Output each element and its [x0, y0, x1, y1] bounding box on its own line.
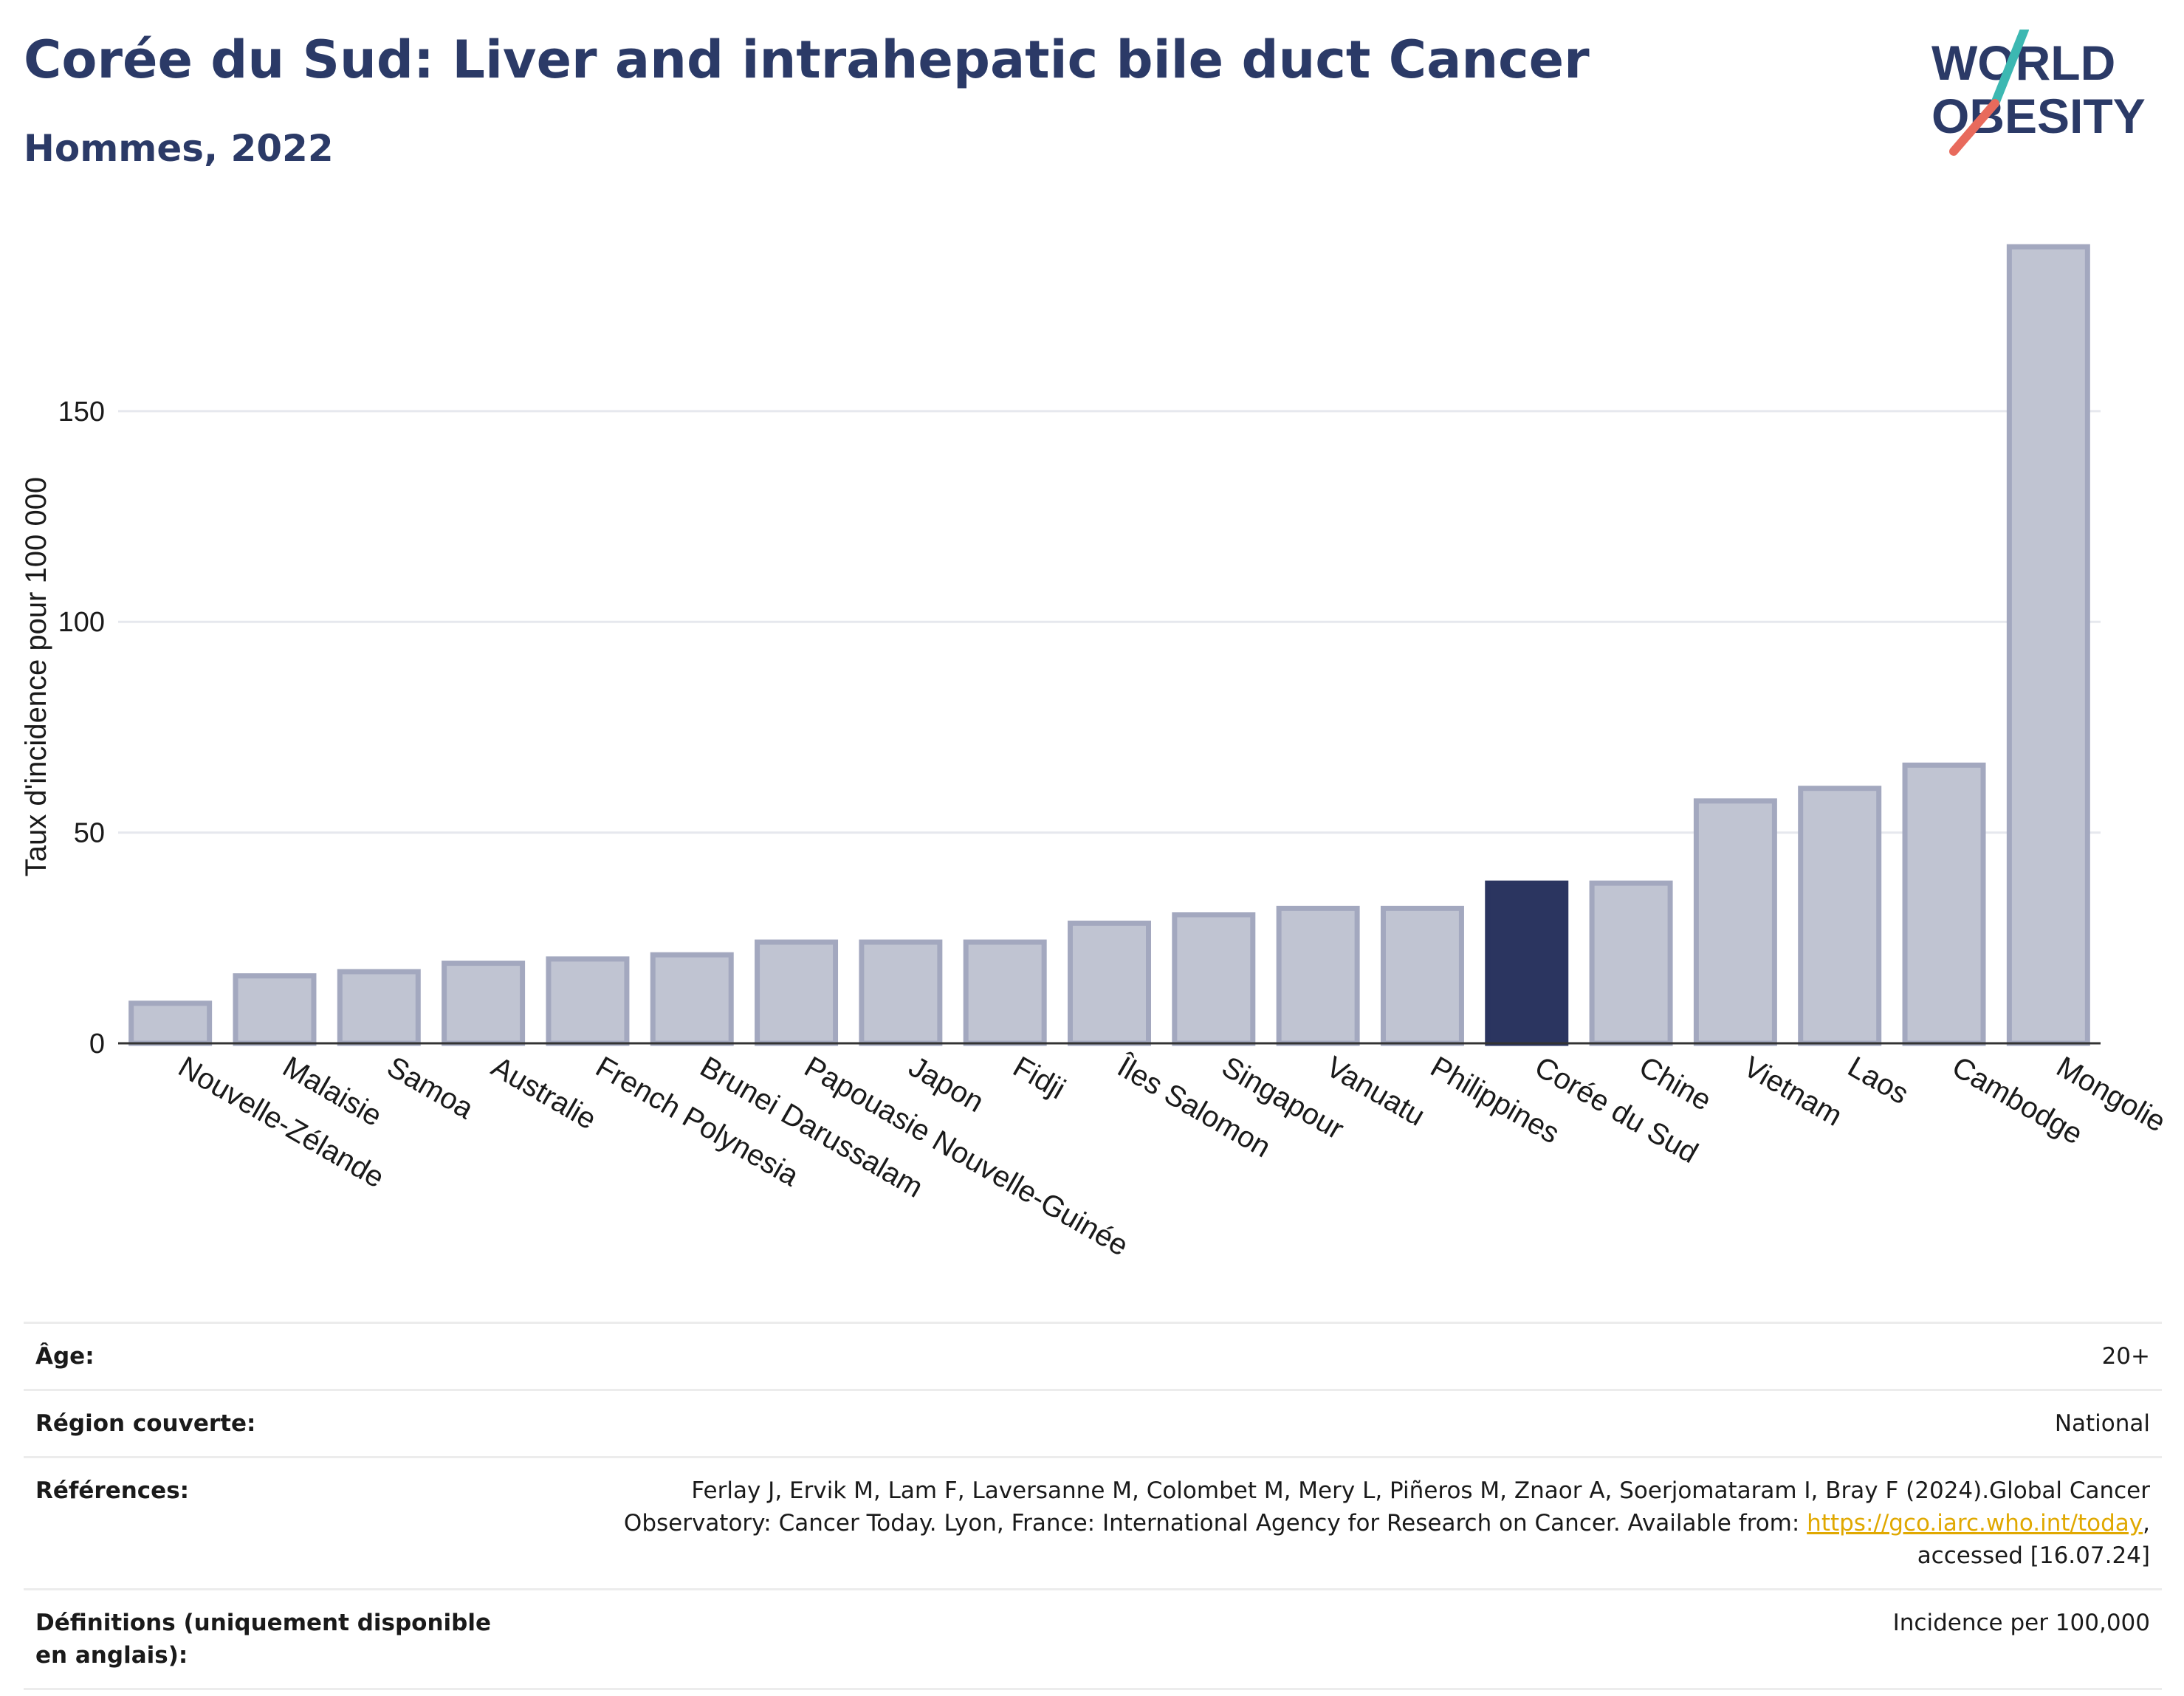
- bar-11[interactable]: [1276, 905, 1360, 1046]
- bar-5[interactable]: [650, 952, 734, 1046]
- y-tick-label: 50: [74, 818, 105, 849]
- bar-4[interactable]: [546, 956, 630, 1046]
- bar-layer: [128, 244, 2090, 1046]
- references-label: Références:: [35, 1477, 190, 1504]
- y-tick-label: 150: [58, 396, 105, 428]
- age-value: 20+: [2101, 1343, 2150, 1370]
- bar-6[interactable]: [755, 939, 839, 1046]
- references-text-4: accessed [16.07.24]: [1917, 1542, 2150, 1569]
- definitions-value: Incidence per 100,000: [1892, 1610, 2150, 1636]
- bar-18[interactable]: [2006, 244, 2090, 1046]
- definitions-label: Définitions (uniquement disponible en an…: [35, 1610, 492, 1669]
- bar-9[interactable]: [1068, 920, 1151, 1046]
- x-tick-label: Fidji: [1008, 1051, 1071, 1106]
- bar-15[interactable]: [1693, 798, 1777, 1046]
- world-obesity-logo: WORLD OBESITY: [1931, 30, 2146, 156]
- logo-text-world: WORLD: [1931, 35, 2115, 90]
- meta-row-references: Références: Ferlay J, Ervik M, Lam F, La…: [24, 1458, 2162, 1590]
- references-value: Ferlay J, Ervik M, Lam F, Laversanne M, …: [523, 1474, 2150, 1572]
- bar-10[interactable]: [1172, 912, 1256, 1046]
- bar-3[interactable]: [442, 961, 526, 1046]
- x-tick-label: Vietnam: [1738, 1051, 1847, 1133]
- age-label: Âge:: [35, 1343, 95, 1370]
- x-tick-label: Australie: [486, 1051, 602, 1136]
- bar-0[interactable]: [128, 1000, 213, 1046]
- logo-slash-coral: [1949, 99, 1999, 156]
- bar-2[interactable]: [337, 969, 421, 1046]
- logo-slash-teal: [1991, 30, 2029, 108]
- references-text-2: Observatory: Cancer Today. Lyon, France:…: [623, 1510, 1807, 1537]
- references-link[interactable]: https://gco.iarc.who.int/today: [1807, 1510, 2143, 1537]
- bar-13[interactable]: [1485, 880, 1569, 1046]
- region-value: National: [2054, 1410, 2150, 1437]
- bar-7[interactable]: [859, 939, 943, 1046]
- x-tick-label: Laos: [1842, 1051, 1914, 1110]
- axis-layer: 0 50 100 150: [58, 396, 2101, 1060]
- bar-14[interactable]: [1589, 880, 1673, 1046]
- meta-row-age: Âge: 20+: [24, 1324, 2162, 1391]
- bar-12[interactable]: [1380, 905, 1464, 1046]
- region-label: Région couverte:: [35, 1410, 256, 1437]
- chart-subtitle: Hommes, 2022: [24, 127, 334, 170]
- references-text-3: ,: [2143, 1510, 2150, 1537]
- bar-1[interactable]: [233, 973, 317, 1046]
- references-text-1: Ferlay J, Ervik M, Lam F, Laversanne M, …: [691, 1477, 2150, 1504]
- meta-row-region: Région couverte: National: [24, 1391, 2162, 1458]
- y-tick-label: 0: [89, 1029, 105, 1060]
- y-tick-label: 100: [58, 607, 105, 638]
- metadata-table: Âge: 20+ Région couverte: National Référ…: [24, 1322, 2162, 1690]
- bar-16[interactable]: [1798, 786, 1882, 1046]
- x-tick-label: Samoa: [382, 1051, 479, 1126]
- bar-17[interactable]: [1902, 762, 1986, 1046]
- bar-8[interactable]: [963, 939, 1047, 1046]
- y-axis-label: Taux d'incidence pour 100 000: [20, 477, 52, 876]
- grid-layer: [118, 410, 2101, 834]
- meta-row-definitions: Définitions (uniquement disponible en an…: [24, 1590, 2162, 1690]
- chart-title: Corée du Sud: Liver and intrahepatic bil…: [24, 30, 1590, 90]
- x-tick-label: Chine: [1634, 1051, 1717, 1117]
